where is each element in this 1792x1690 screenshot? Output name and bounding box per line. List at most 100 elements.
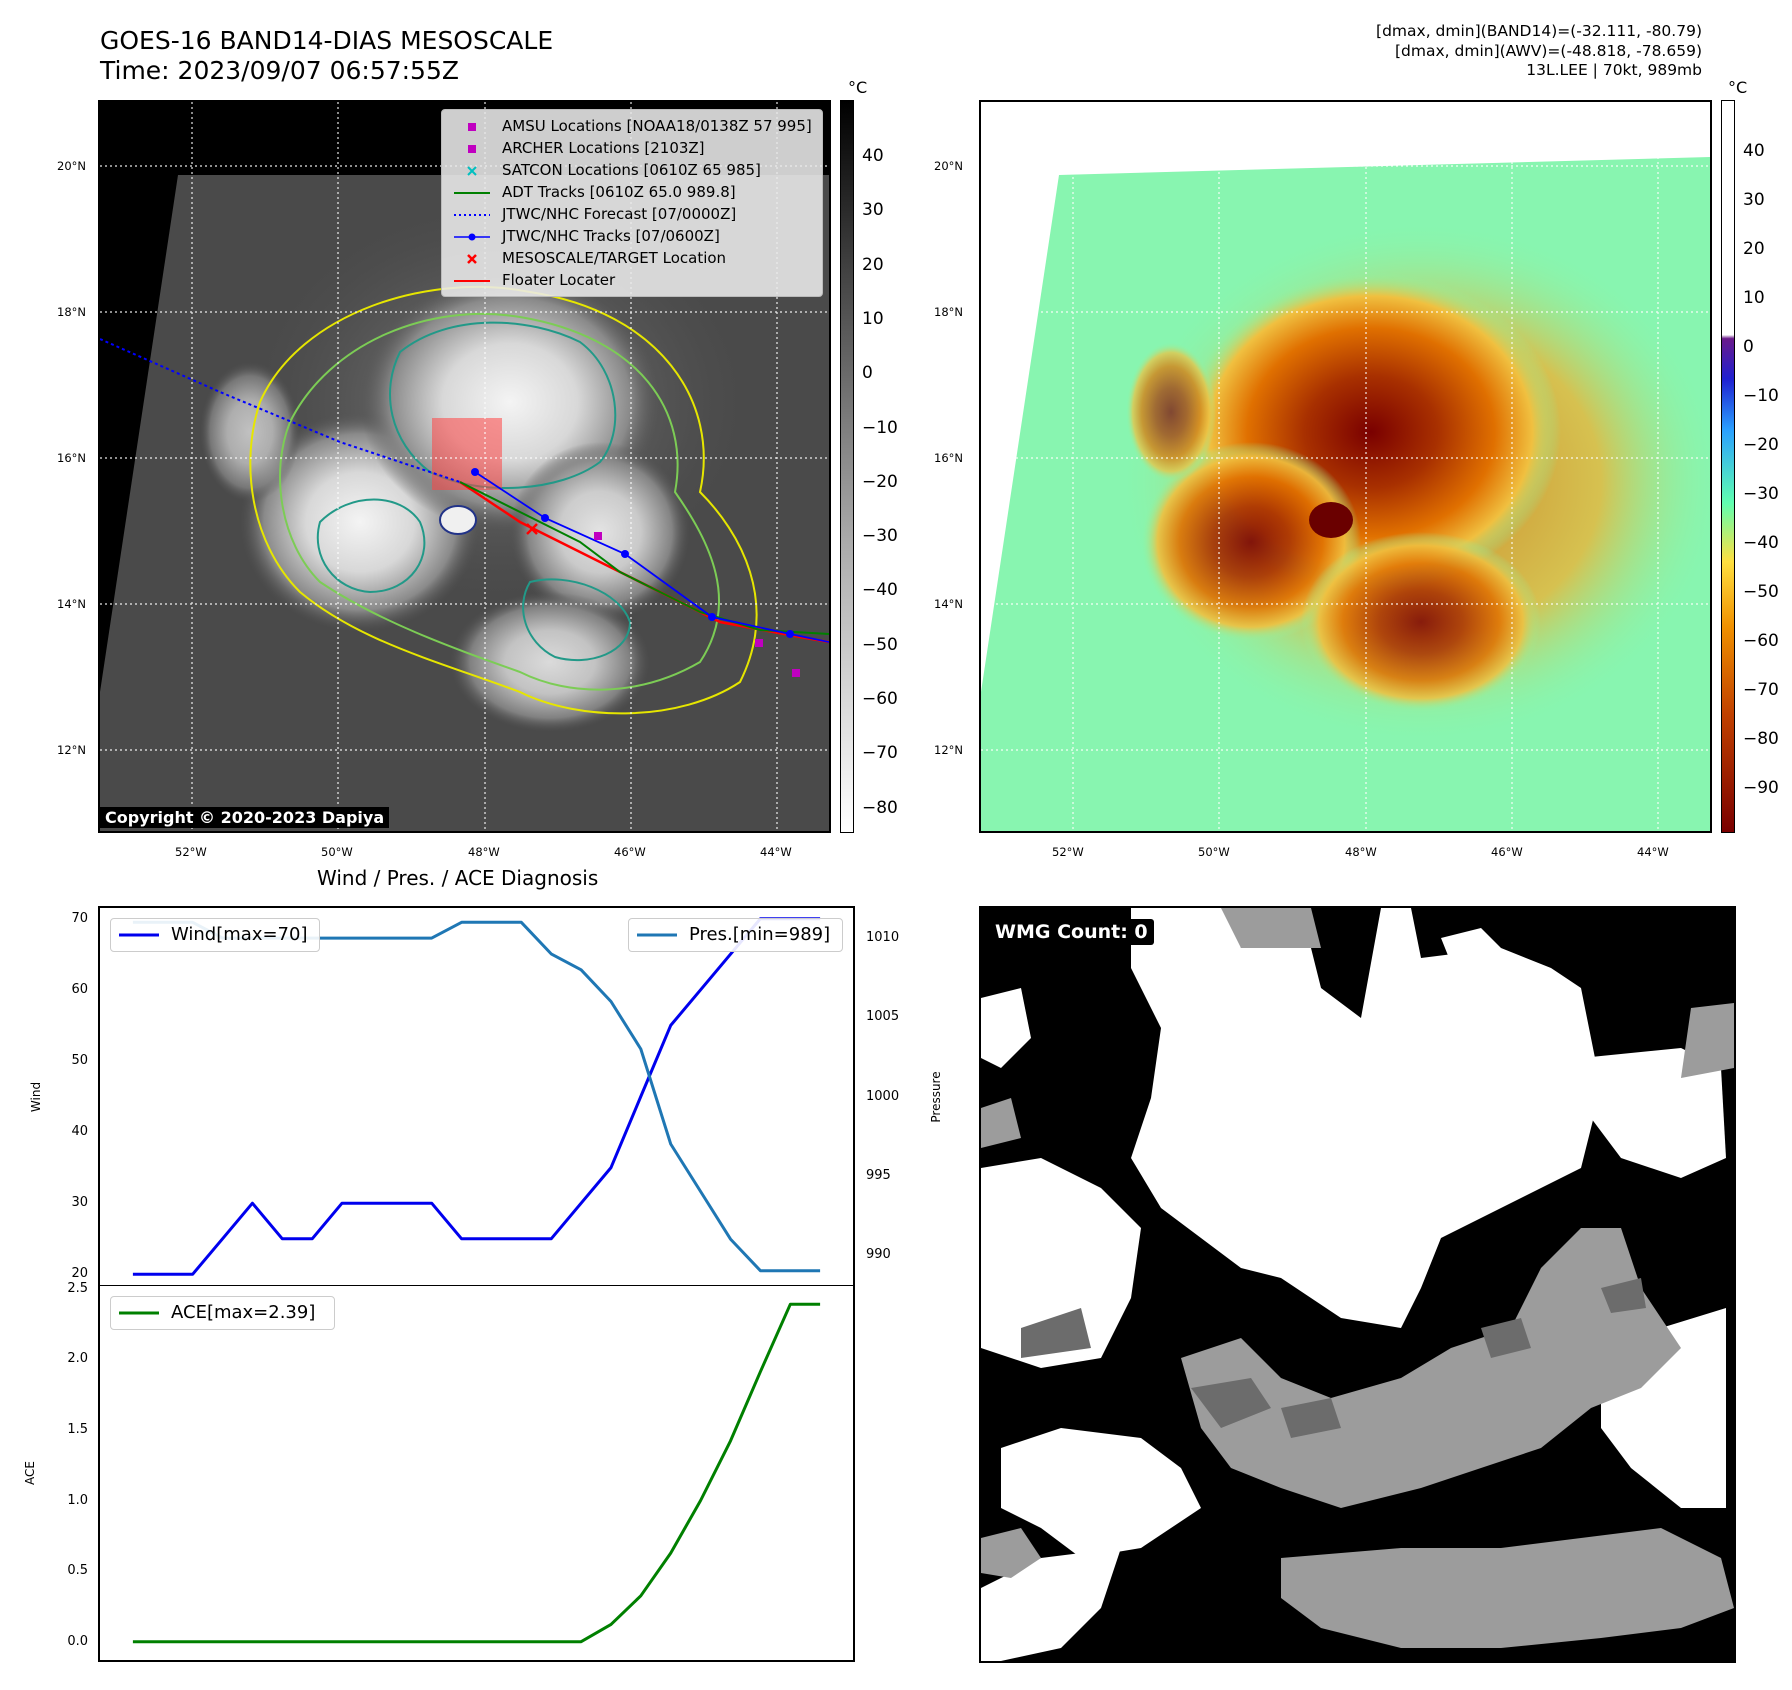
colorbar-tick-label: 0 [1743, 337, 1754, 357]
ir-imagery-panel: AMSU Locations [NOAA18/0138Z 57 995] ARC… [98, 100, 831, 833]
ir-colorbar [840, 100, 854, 833]
ir-lat-label: 12°N [57, 743, 86, 757]
axis-tick-label: 1.5 [67, 1421, 88, 1437]
awv-colorbar-unit: °C [1728, 78, 1748, 97]
wind-pressure-plot [132, 917, 821, 1276]
wind-series-line [132, 917, 821, 1276]
legend-label: Floater Locater [502, 271, 616, 289]
ir-lon-label: 50°W [321, 845, 353, 859]
axis-tick-label: 50 [71, 1052, 88, 1068]
colorbar-tick-label: −70 [862, 743, 898, 764]
awv-lon-label: 50°W [1198, 845, 1230, 859]
figure-title: GOES-16 BAND14-DIAS MESOSCALE Time: 2023… [100, 26, 553, 86]
legend-x-icon [467, 254, 477, 264]
legend-line-icon [119, 1311, 159, 1315]
ir-legend: AMSU Locations [NOAA18/0138Z 57 995] ARC… [441, 109, 823, 297]
axis-tick-label: 20 [71, 1266, 88, 1282]
legend-label: ADT Tracks [0610Z 65.0 989.8] [502, 183, 736, 201]
awv-lat-label: 12°N [934, 743, 963, 757]
awv-lon-label: 52°W [1052, 845, 1084, 859]
colorbar-tick-label: 10 [1743, 288, 1765, 308]
ace-chart: ACE[max=2.39] [98, 1285, 855, 1662]
colorbar-tick-label: −10 [1743, 386, 1779, 406]
pressure-legend-label: Pres.[min=989] [689, 924, 831, 945]
colorbar-tick-label: −80 [862, 797, 898, 818]
wind-axis-label: Wind [29, 1081, 43, 1113]
title-line-1: GOES-16 BAND14-DIAS MESOSCALE [100, 26, 554, 55]
ir-lon-label: 52°W [175, 845, 207, 859]
ir-lon-label: 48°W [468, 845, 500, 859]
awv-lon-label: 48°W [1345, 845, 1377, 859]
pressure-series-line [132, 920, 821, 1273]
wmg-panel [979, 906, 1736, 1663]
ir-colorbar-unit: °C [848, 78, 868, 97]
colorbar-tick-label: −30 [1743, 484, 1779, 504]
colorbar-tick-label: −70 [1743, 680, 1779, 700]
ace-series-line [132, 1302, 821, 1644]
axis-tick-label: 0.0 [67, 1633, 88, 1649]
wind-pressure-chart: Wind[max=70] Pres.[min=989] [98, 906, 855, 1286]
ir-lat-label: 16°N [57, 451, 86, 465]
colorbar-tick-label: −40 [862, 580, 898, 601]
stats-line-2: [dmax, dmin](AWV)=(-48.818, -78.659) [1395, 41, 1702, 60]
awv-lat-label: 20°N [934, 159, 963, 173]
colorbar-tick-label: −60 [862, 689, 898, 709]
awv-lat-label: 14°N [934, 597, 963, 611]
axis-tick-label: 1000 [866, 1088, 900, 1104]
title-line-2: Time: 2023/09/07 06:57:55Z [100, 56, 459, 85]
legend-label: SATCON Locations [0610Z 65 985] [502, 161, 761, 179]
pressure-axis-label: Pressure [929, 1071, 943, 1123]
colorbar-tick-label: −10 [862, 417, 898, 438]
colorbar-tick-label: −30 [862, 526, 898, 547]
legend-square-icon [468, 145, 476, 153]
stats-line-3: 13L.LEE | 70kt, 989mb [1526, 61, 1702, 79]
stats-line-1: [dmax, dmin](BAND14)=(-32.111, -80.79) [1376, 22, 1702, 40]
legend-line-icon [454, 192, 490, 194]
colorbar-tick-label: −50 [862, 634, 898, 655]
colorbar-tick-label: −20 [1743, 435, 1779, 455]
ir-lat-label: 20°N [57, 159, 86, 173]
legend-label: MESOSCALE/TARGET Location [502, 249, 727, 267]
wind-legend: Wind[max=70] [110, 918, 320, 952]
colorbar-tick-label: 0 [862, 363, 873, 384]
ir-lat-label: 14°N [57, 597, 86, 611]
axis-tick-label: 1.0 [67, 1492, 88, 1508]
ace-axis-label: ACE [23, 1461, 37, 1485]
wmg-count-badge: WMG Count: 0 [989, 919, 1154, 945]
colorbar-tick-label: −20 [862, 471, 898, 492]
awv-colorbar [1721, 100, 1735, 833]
colorbar-tick-label: 20 [1743, 239, 1765, 259]
axis-tick-label: 40 [71, 1124, 88, 1140]
awv-lat-label: 16°N [934, 451, 963, 465]
colorbar-tick-label: −50 [1743, 582, 1779, 602]
colorbar-tick-label: −80 [1743, 729, 1779, 749]
axis-tick-label: 1005 [866, 1009, 900, 1025]
axis-tick-label: 0.5 [67, 1563, 88, 1579]
colorbar-tick-label: 30 [862, 200, 884, 221]
colorbar-tick-label: 30 [1743, 190, 1765, 210]
pressure-legend: Pres.[min=989] [628, 918, 843, 952]
ir-lon-label: 44°W [760, 845, 792, 859]
axis-tick-label: 2.5 [67, 1280, 88, 1296]
axis-tick-label: 70 [71, 910, 88, 926]
copyright-badge: Copyright © 2020-2023 Dapiya [100, 807, 390, 828]
legend-dotted-icon [454, 214, 490, 216]
awv-lon-label: 46°W [1491, 845, 1523, 859]
ace-legend-label: ACE[max=2.39] [171, 1302, 316, 1323]
colorbar-tick-label: 20 [862, 254, 884, 275]
wmg-imagery [981, 908, 1734, 1661]
legend-square-icon [468, 123, 476, 131]
axis-tick-label: 30 [71, 1195, 88, 1211]
ace-plot [132, 1302, 821, 1644]
axis-tick-label: 60 [71, 981, 88, 997]
awv-imagery [981, 102, 1710, 831]
awv-lon-label: 44°W [1637, 845, 1669, 859]
legend-label: JTWC/NHC Tracks [07/0600Z] [502, 227, 720, 245]
figure-stats: [dmax, dmin](BAND14)=(-32.111, -80.79) [… [1376, 22, 1702, 81]
diagnosis-chart-title: Wind / Pres. / ACE Diagnosis [317, 866, 599, 890]
legend-label: ARCHER Locations [2103Z] [502, 139, 705, 157]
legend-line-dot-icon [454, 233, 490, 241]
legend-line-icon [637, 933, 677, 937]
awv-imagery-panel [979, 100, 1712, 833]
colorbar-tick-label: −60 [1743, 631, 1779, 651]
